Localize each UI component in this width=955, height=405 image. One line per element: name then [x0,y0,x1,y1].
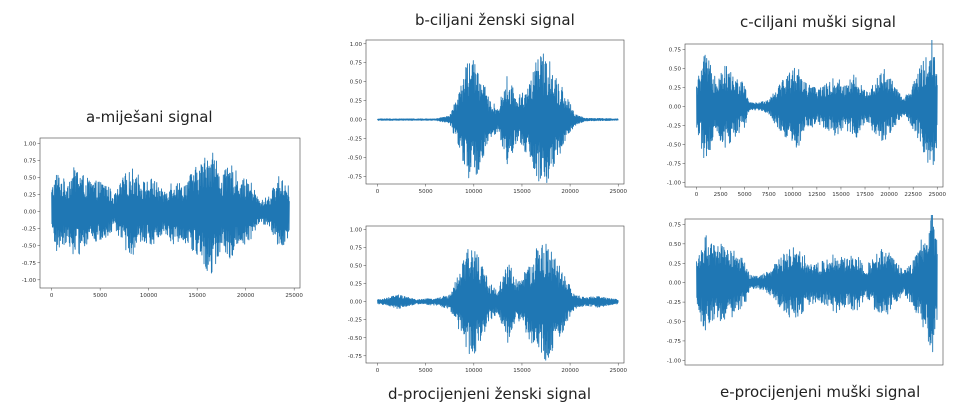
y-tick-label: 0.00 [24,210,37,216]
chart-d-estimated-female-signal: 1.00 0.75 0.50 0.25 0.00 -0.25 -0.50 -0.75 0 5000… [348,225,627,374]
y-tick-label: 0.75 [24,159,37,165]
y-tick-label: 1.00 [24,141,37,147]
x-tick-label: 0 [50,293,54,299]
y-tick-label: 0.75 [669,222,682,228]
axes-frame [39,137,301,289]
chart-title-a: a-miješani signal [86,108,213,126]
axes-frame [684,43,944,188]
x-tick-label: 25000 [609,368,627,374]
y-tick-label: -1.00 [667,180,682,186]
waveform-series [696,40,938,165]
x-tick-label: 15000 [188,293,206,299]
y-tick-label: -0.50 [667,142,682,148]
y-tick-label: -0.75 [22,261,37,267]
y-tick-label: 0.50 [669,66,682,72]
x-tick-label: 20000 [561,189,579,195]
x-tick-label: 5000 [738,192,752,198]
x-tick-label: 0 [376,368,380,374]
chart-e-estimated-male-signal: 0.75 0.50 0.25 0.00 -0.25 -0.50 -0.75 -1.00 [667,215,944,366]
x-tick-label: 0 [695,192,699,198]
chart-c-target-male-signal: 0.75 0.50 0.25 0.00 -0.25 -0.50 -0.75 -1.00 0 250… [667,40,946,198]
chart-b-target-female-signal: 1.00 0.75 0.50 0.25 0.00 -0.25 -0.50 -0.75 0 5000… [348,39,627,195]
y-tick-label: -1.00 [667,358,682,364]
y-tick-label: -0.25 [667,123,682,129]
y-tick-label: -0.75 [667,339,682,345]
y-tick-label: 0.00 [669,104,682,110]
x-tick-label: 15000 [513,189,531,195]
x-tick-label: 12500 [808,192,826,198]
y-tick-label: -0.25 [22,227,37,233]
y-tick-label: -0.50 [348,336,363,342]
chart-title-c: c-ciljani muški signal [740,13,896,31]
y-tick-label: 0.75 [669,47,682,53]
x-tick-label: 7500 [762,192,776,198]
y-tick-label: 0.50 [669,242,682,248]
x-tick-label: 10000 [465,368,483,374]
x-tick-label: 5000 [419,189,433,195]
chart-title-e: e-procijenjeni muški signal [720,383,921,401]
y-tick-label: -0.75 [348,174,363,180]
x-tick-label: 0 [376,189,380,195]
x-tick-label: 25000 [928,192,946,198]
y-tick-label: 0.25 [669,85,682,91]
y-tick-label: 0.25 [350,282,363,288]
y-tick-label: 1.00 [350,42,363,48]
axes-frame [684,218,944,366]
x-tick-label: 20000 [237,293,255,299]
y-tick-label: -0.50 [348,155,363,161]
waveform-series [696,215,938,353]
y-tick-label: 0.00 [350,118,363,124]
chart-title-b: b-ciljani ženski signal [415,11,575,29]
x-tick-label: 17500 [856,192,874,198]
y-tick-label: 0.25 [24,193,37,199]
y-tick-label: 0.25 [669,261,682,267]
axes-frame [365,225,625,364]
y-tick-label: -0.75 [667,161,682,167]
waveform-series [377,243,619,361]
waveform-series [51,152,290,274]
y-tick-label: -0.25 [667,300,682,306]
y-tick-label: 0.75 [350,246,363,252]
y-tick-label: 0.50 [24,176,37,182]
y-tick-label: -0.25 [348,137,363,143]
x-tick-label: 20000 [561,368,579,374]
chart-title-d: d-procijenjeni ženski signal [388,385,592,403]
axes-frame [365,39,625,185]
x-tick-label: 15000 [513,368,531,374]
x-tick-label: 20000 [880,192,898,198]
y-tick-label: -0.50 [22,244,37,250]
x-tick-label: 15000 [832,192,850,198]
y-tick-label: 0.00 [669,281,682,287]
x-tick-label: 10000 [465,189,483,195]
x-tick-label: 10000 [140,293,158,299]
y-tick-label: 0.25 [350,99,363,105]
x-tick-label: 5000 [419,368,433,374]
y-tick-label: -1.00 [22,278,37,284]
y-tick-label: -0.50 [667,320,682,326]
y-tick-label: 0.00 [350,300,363,306]
y-tick-label: 0.50 [350,264,363,270]
x-tick-label: 5000 [93,293,107,299]
y-tick-label: -0.25 [348,318,363,324]
y-tick-label: 1.00 [350,228,363,234]
x-tick-label: 25000 [285,293,303,299]
y-tick-label: -0.75 [348,354,363,360]
waveform-series [377,53,619,183]
x-tick-label: 10000 [784,192,802,198]
x-tick-label: 22500 [904,192,922,198]
y-tick-label: 0.50 [350,80,363,86]
x-tick-label: 25000 [609,189,627,195]
x-tick-label: 2500 [714,192,728,198]
chart-a-mixed-signal: 1.00 0.75 0.50 0.25 0.00 -0.25 -0.50 -0.75 -1.00… [22,137,303,299]
y-tick-label: 0.75 [350,61,363,67]
